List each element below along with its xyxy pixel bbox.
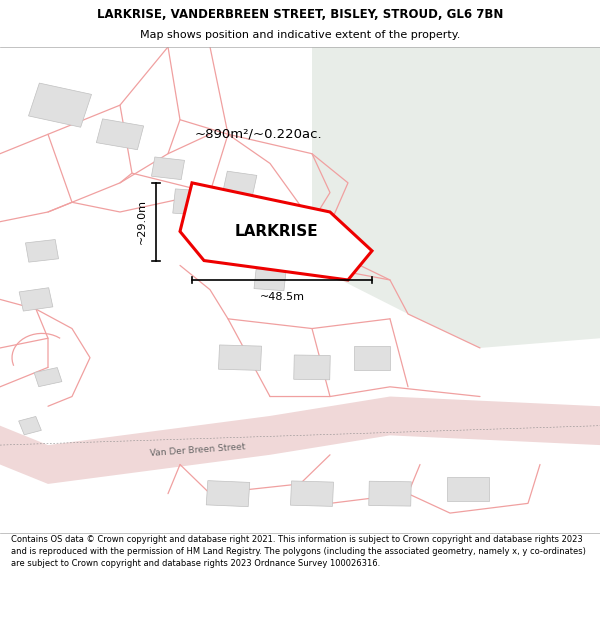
Bar xyxy=(218,345,262,371)
Bar xyxy=(97,119,143,150)
Bar xyxy=(354,346,390,370)
Bar xyxy=(254,269,286,291)
Bar xyxy=(173,189,211,216)
Text: ~890m²/~0.220ac.: ~890m²/~0.220ac. xyxy=(194,127,322,141)
Bar xyxy=(28,83,92,127)
Text: Contains OS data © Crown copyright and database right 2021. This information is : Contains OS data © Crown copyright and d… xyxy=(11,535,586,568)
Bar xyxy=(283,219,317,243)
Bar xyxy=(369,481,411,506)
Polygon shape xyxy=(0,396,600,484)
Text: Map shows position and indicative extent of the property.: Map shows position and indicative extent… xyxy=(140,31,460,41)
Polygon shape xyxy=(180,183,372,280)
Bar xyxy=(151,157,185,179)
Bar xyxy=(19,416,41,435)
Bar xyxy=(220,237,260,265)
Bar xyxy=(223,171,257,194)
Bar xyxy=(206,481,250,507)
Text: LARKRISE: LARKRISE xyxy=(234,224,318,239)
Text: LARKRISE, VANDERBREEN STREET, BISLEY, STROUD, GL6 7BN: LARKRISE, VANDERBREEN STREET, BISLEY, ST… xyxy=(97,8,503,21)
Text: ~29.0m: ~29.0m xyxy=(137,199,147,244)
Bar xyxy=(34,368,62,387)
Text: ~48.5m: ~48.5m xyxy=(260,292,305,302)
Bar xyxy=(294,355,330,380)
Bar xyxy=(290,481,334,506)
Text: Van Der Breen Street: Van Der Breen Street xyxy=(150,442,246,458)
Bar xyxy=(25,239,59,262)
Bar xyxy=(19,288,53,311)
Polygon shape xyxy=(312,47,600,348)
Bar xyxy=(447,477,489,501)
